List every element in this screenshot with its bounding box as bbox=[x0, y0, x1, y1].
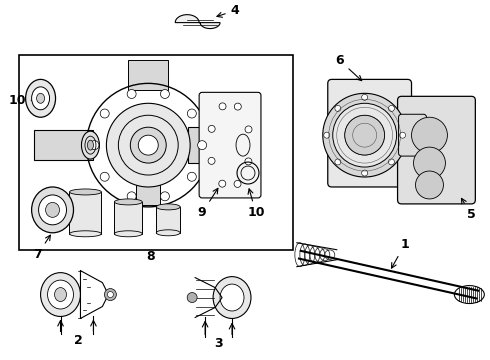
Circle shape bbox=[208, 125, 215, 132]
FancyBboxPatch shape bbox=[398, 114, 426, 156]
Circle shape bbox=[389, 159, 394, 165]
Circle shape bbox=[127, 192, 136, 201]
FancyBboxPatch shape bbox=[397, 96, 475, 204]
Text: 9: 9 bbox=[198, 188, 218, 219]
Circle shape bbox=[333, 103, 396, 167]
Circle shape bbox=[234, 180, 241, 188]
Circle shape bbox=[197, 141, 207, 150]
Text: 10: 10 bbox=[247, 189, 265, 219]
Text: 10: 10 bbox=[8, 94, 47, 107]
Ellipse shape bbox=[114, 231, 142, 237]
Circle shape bbox=[412, 117, 447, 153]
Text: 7: 7 bbox=[33, 235, 50, 261]
Circle shape bbox=[245, 126, 252, 133]
Ellipse shape bbox=[232, 128, 254, 162]
FancyBboxPatch shape bbox=[199, 92, 261, 198]
Bar bbox=[34, 130, 94, 160]
Ellipse shape bbox=[41, 273, 80, 316]
Circle shape bbox=[345, 115, 385, 155]
Ellipse shape bbox=[25, 80, 55, 117]
Circle shape bbox=[219, 180, 226, 187]
Bar bbox=[19, 55, 293, 250]
Text: 4: 4 bbox=[217, 4, 240, 17]
Circle shape bbox=[138, 135, 158, 155]
Circle shape bbox=[100, 172, 109, 181]
Ellipse shape bbox=[87, 140, 94, 150]
Polygon shape bbox=[175, 15, 220, 28]
Circle shape bbox=[416, 171, 443, 199]
Bar bbox=[188, 127, 243, 163]
Text: 6: 6 bbox=[336, 54, 362, 81]
Ellipse shape bbox=[156, 204, 180, 210]
Ellipse shape bbox=[220, 284, 244, 311]
Circle shape bbox=[208, 157, 215, 165]
Ellipse shape bbox=[213, 276, 251, 319]
FancyBboxPatch shape bbox=[328, 80, 412, 187]
Bar bbox=[70, 192, 101, 234]
Ellipse shape bbox=[48, 280, 74, 309]
Bar bbox=[136, 185, 160, 205]
Ellipse shape bbox=[81, 131, 99, 159]
Ellipse shape bbox=[70, 231, 101, 237]
Circle shape bbox=[187, 172, 196, 181]
Circle shape bbox=[100, 109, 109, 118]
Ellipse shape bbox=[114, 199, 142, 205]
Text: 8: 8 bbox=[146, 250, 154, 263]
Circle shape bbox=[104, 289, 116, 301]
Ellipse shape bbox=[46, 202, 59, 217]
Circle shape bbox=[90, 141, 99, 150]
Circle shape bbox=[335, 159, 341, 165]
Bar bbox=[156, 207, 180, 233]
Circle shape bbox=[389, 105, 394, 111]
Text: 3: 3 bbox=[214, 337, 222, 350]
Circle shape bbox=[187, 293, 197, 302]
Bar bbox=[114, 202, 142, 234]
Circle shape bbox=[323, 93, 407, 177]
Circle shape bbox=[160, 90, 170, 98]
Circle shape bbox=[335, 105, 341, 111]
Circle shape bbox=[245, 158, 252, 165]
Text: 5: 5 bbox=[462, 198, 476, 221]
Circle shape bbox=[107, 292, 113, 298]
Circle shape bbox=[160, 192, 170, 201]
Circle shape bbox=[219, 103, 226, 110]
Text: 1: 1 bbox=[392, 238, 409, 268]
Bar bbox=[128, 60, 168, 90]
Ellipse shape bbox=[156, 230, 180, 236]
Ellipse shape bbox=[54, 288, 67, 302]
Ellipse shape bbox=[32, 187, 74, 233]
Ellipse shape bbox=[32, 87, 49, 110]
Circle shape bbox=[362, 94, 368, 100]
Circle shape bbox=[234, 103, 241, 110]
Ellipse shape bbox=[39, 195, 67, 225]
Circle shape bbox=[414, 147, 445, 179]
Circle shape bbox=[399, 132, 406, 138]
Circle shape bbox=[324, 132, 330, 138]
Text: 2: 2 bbox=[74, 334, 83, 347]
Circle shape bbox=[130, 127, 166, 163]
Circle shape bbox=[362, 170, 368, 176]
Circle shape bbox=[127, 90, 136, 98]
Ellipse shape bbox=[37, 93, 45, 103]
Circle shape bbox=[106, 103, 190, 187]
Ellipse shape bbox=[70, 189, 101, 195]
Circle shape bbox=[187, 109, 196, 118]
